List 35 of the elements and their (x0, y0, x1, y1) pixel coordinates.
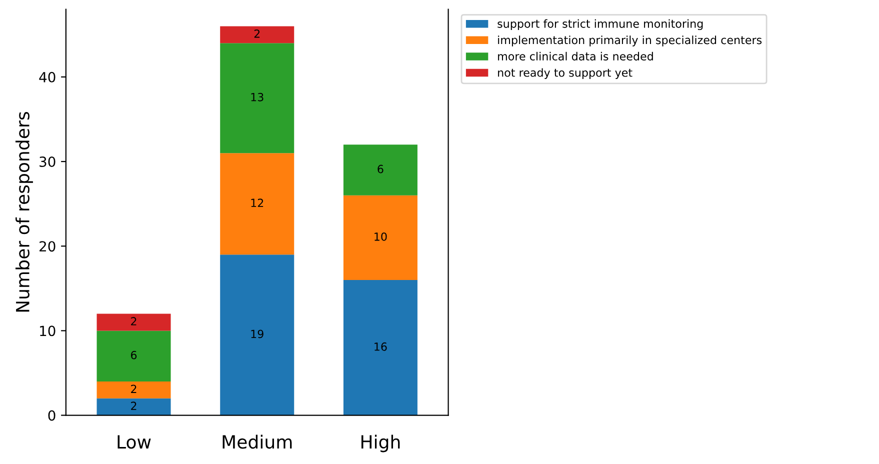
x-tick-label: High (361, 434, 400, 452)
bar (343, 280, 418, 416)
y-axis-title: Number of responders (16, 112, 33, 312)
data-label: 2 (254, 29, 260, 38)
bar (96, 381, 171, 398)
data-label: 16 (374, 342, 387, 351)
legend-label: implementation primarily in specialized centers (498, 36, 762, 46)
bar (96, 330, 171, 382)
x-tick-label: Low (118, 435, 151, 449)
bar (343, 195, 418, 280)
bar (220, 254, 294, 416)
data-label: 19 (251, 330, 264, 338)
data-label: 6 (378, 164, 384, 174)
bar (96, 398, 171, 416)
data-label: 6 (131, 350, 137, 360)
y-tick-label: 40 (39, 72, 56, 82)
y-tick-label: 10 (40, 326, 56, 336)
bar (220, 26, 294, 44)
bar (220, 153, 294, 255)
data-label: 2 (131, 402, 136, 410)
y-tick-label: 0 (48, 410, 56, 421)
data-label: 2 (131, 317, 136, 326)
bar (220, 43, 294, 154)
y-tick-label: 30 (40, 156, 56, 168)
legend-label: support for strict immune monitoring (498, 19, 703, 30)
legend-label: more clinical data is needed (498, 52, 653, 60)
bar (96, 314, 171, 331)
legend-label: not ready to support yet (498, 68, 632, 79)
data-label: 13 (251, 92, 264, 102)
x-tick-label: Medium (222, 434, 292, 449)
bar (343, 144, 418, 196)
y-tick-label: 20 (40, 241, 56, 252)
data-label: 2 (131, 384, 136, 393)
data-label: 12 (251, 198, 264, 207)
data-label: 10 (374, 232, 387, 241)
